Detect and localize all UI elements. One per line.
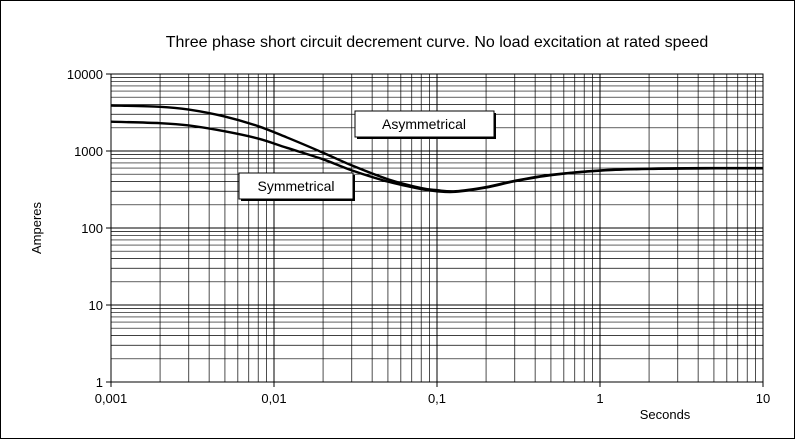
y-tick-label: 100 [81,221,103,236]
x-tick-label: 10 [756,391,770,406]
annotation-symmetrical-box [238,172,354,200]
y-tick-label: 1 [96,375,103,390]
annotation-asymmetrical-label: Asymmetrical [382,116,466,132]
x-tick-label: 0,001 [95,391,128,406]
chart-title: Three phase short circuit decrement curv… [166,34,709,51]
annotation-symmetrical-label: Symmetrical [257,178,334,194]
x-tick-label: 0,01 [261,391,286,406]
x-tick-label: 1 [596,391,603,406]
curves [110,104,764,194]
x-axis-label: Seconds [640,407,691,422]
y-tick-label: 10 [89,298,103,313]
y-tick-label: 10000 [67,67,103,82]
tick-labels: 0,001 0,01 0,1 1 10 1 10 100 1000 10000 [67,67,770,406]
series-line-symmetrical [110,120,764,194]
y-tick-label: 1000 [74,144,103,159]
annotation-asymmetrical-box [354,110,495,138]
x-tick-label: 0,1 [428,391,446,406]
annotation-asymmetrical: Asymmetrical [354,110,496,139]
y-axis-label: Amperes [29,201,44,254]
annotation-symmetrical: Symmetrical [238,172,355,201]
